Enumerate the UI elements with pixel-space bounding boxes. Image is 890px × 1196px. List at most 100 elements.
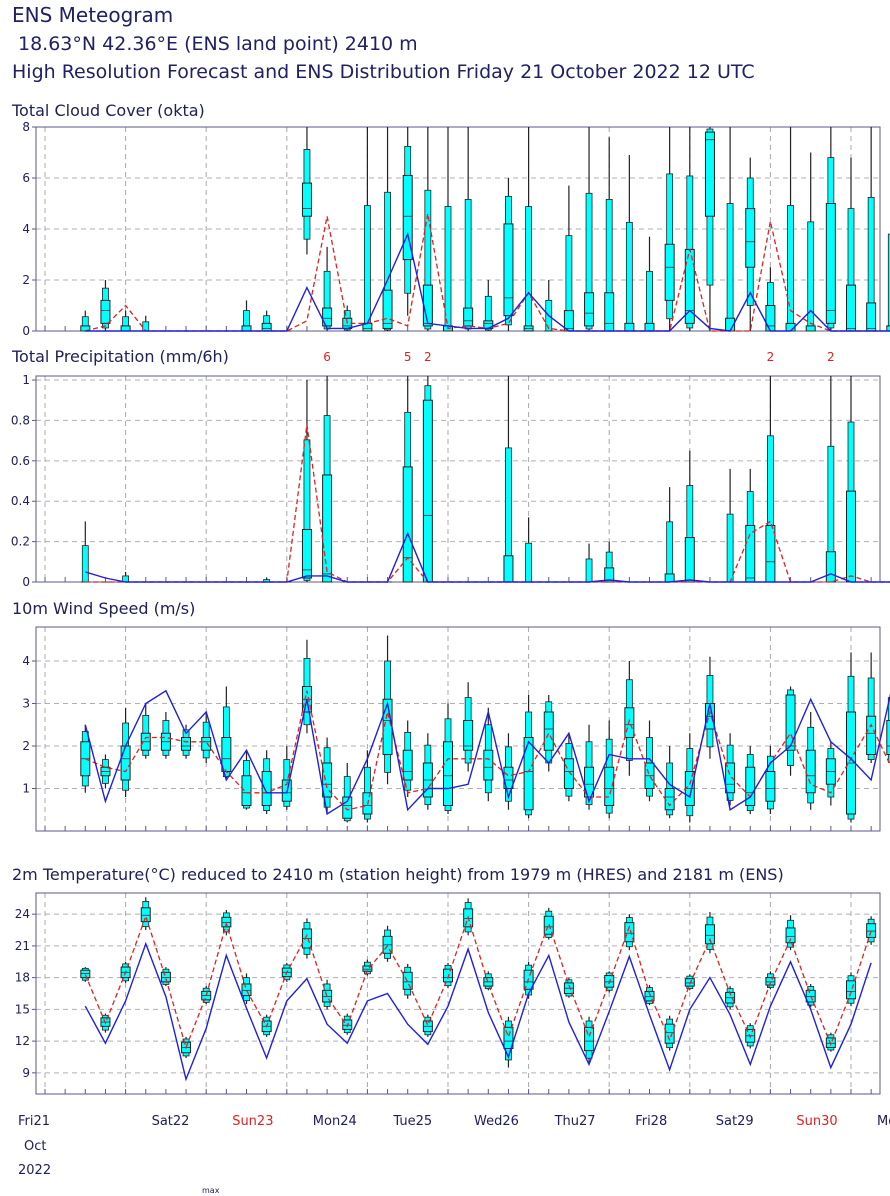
ens-box-outer bbox=[807, 221, 815, 332]
panel-title: 10m Wind Speed (m/s) bbox=[12, 599, 195, 618]
ens-box-outer bbox=[726, 513, 734, 583]
day-label: Tue25 bbox=[392, 1114, 432, 1129]
y-tick-label: 0.8 bbox=[11, 413, 30, 427]
ens-box bbox=[463, 720, 474, 751]
ens-box bbox=[785, 927, 796, 944]
ens-box bbox=[604, 292, 615, 332]
ens-box bbox=[644, 322, 655, 332]
day-label: Sat29 bbox=[716, 1114, 754, 1129]
ens-box bbox=[846, 490, 856, 583]
ens-box bbox=[503, 1026, 514, 1050]
ens-box-outer bbox=[424, 189, 432, 330]
day-label: Sun23 bbox=[232, 1114, 273, 1129]
panel-0: Total Cloud Cover (okta) 0 2 4 6 8 bbox=[11, 101, 890, 338]
ens-box bbox=[322, 307, 333, 327]
y-tick-label: 0 bbox=[22, 324, 30, 338]
ens-box bbox=[604, 766, 615, 806]
y-tick-label: 0 bbox=[22, 575, 30, 589]
panel-title: Total Cloud Cover (okta) bbox=[11, 101, 205, 120]
ens-box bbox=[523, 737, 534, 811]
ens-box bbox=[684, 248, 695, 324]
ens-box bbox=[825, 551, 836, 583]
ens-box bbox=[785, 694, 796, 751]
day-label: Mon24 bbox=[313, 1114, 357, 1129]
ens-box bbox=[624, 922, 635, 943]
ens-box-outer bbox=[625, 221, 633, 332]
panel-1: Total Precipitation (mm/6h) 0 0.2 0.4 0.6 0.8… bbox=[11, 347, 890, 589]
ens-box bbox=[805, 325, 816, 332]
forecast-subtitle: High Resolution Forecast and ENS Distrib… bbox=[12, 61, 755, 83]
max-value-label: 2 bbox=[424, 350, 432, 364]
ens-box bbox=[322, 989, 333, 1003]
y-tick-label: 6 bbox=[22, 171, 30, 185]
ens-box bbox=[422, 399, 433, 583]
ens-box bbox=[382, 698, 393, 755]
month-label: Oct bbox=[24, 1139, 46, 1154]
ens-box bbox=[443, 968, 453, 983]
ens-box bbox=[664, 788, 675, 811]
ens-box-outer bbox=[666, 521, 674, 583]
y-tick-label: 8 bbox=[22, 120, 30, 134]
ens-box bbox=[543, 711, 554, 751]
y-tick-label: 1 bbox=[22, 782, 30, 796]
day-label: Thu27 bbox=[554, 1114, 596, 1129]
ens-box bbox=[846, 980, 856, 1000]
ens-box bbox=[866, 715, 877, 755]
ens-box bbox=[704, 924, 715, 945]
ens-box bbox=[301, 528, 312, 579]
day-label: Wed26 bbox=[474, 1114, 519, 1129]
ens-box bbox=[765, 771, 776, 802]
ens-box-outer bbox=[142, 321, 150, 332]
ens-box bbox=[805, 749, 816, 794]
ens-box bbox=[886, 325, 890, 332]
ens-box bbox=[684, 537, 695, 583]
ens-box bbox=[684, 978, 695, 987]
location-subtitle: 18.63°N 42.36°E (ENS land point) 2410 m bbox=[18, 33, 418, 55]
y-tick-label: 12 bbox=[15, 1034, 30, 1048]
ens-box bbox=[664, 573, 675, 583]
ens-box bbox=[301, 182, 312, 217]
y-tick-label: 2 bbox=[22, 739, 30, 753]
day-label: Mon31 bbox=[877, 1114, 890, 1129]
ens-box-outer bbox=[384, 191, 391, 331]
ens-box bbox=[765, 524, 776, 583]
ens-box bbox=[503, 555, 514, 583]
ens-box bbox=[846, 284, 856, 332]
ens-box bbox=[140, 907, 151, 923]
ens-box-outer bbox=[726, 203, 734, 332]
ens-box bbox=[503, 223, 514, 317]
panel-frame bbox=[35, 892, 881, 1095]
y-tick-label: 21 bbox=[15, 939, 30, 953]
ens-box-outer bbox=[646, 270, 653, 332]
ens-box bbox=[866, 302, 877, 332]
ens-box bbox=[745, 208, 756, 268]
ens-box-outer bbox=[81, 545, 89, 583]
ens-box bbox=[322, 474, 333, 583]
ens-box bbox=[725, 762, 736, 794]
ens-box-outer bbox=[484, 295, 492, 331]
ens-box bbox=[342, 796, 353, 819]
hres-line bbox=[85, 531, 890, 583]
ens-box-outer bbox=[303, 439, 311, 581]
panel-frame bbox=[35, 626, 881, 832]
day-label: Fri28 bbox=[635, 1114, 667, 1129]
max-value-label: 5 bbox=[404, 350, 412, 364]
y-tick-label: 15 bbox=[15, 1002, 30, 1016]
year-label: 2022 bbox=[18, 1163, 51, 1178]
ens-box bbox=[160, 971, 171, 983]
day-label: Sun30 bbox=[796, 1114, 837, 1129]
day-label: Sat22 bbox=[152, 1114, 190, 1129]
ens-box bbox=[402, 749, 413, 781]
y-tick-label: 4 bbox=[22, 654, 30, 668]
ens-box bbox=[463, 307, 474, 327]
ens-box bbox=[624, 322, 635, 332]
ens-box bbox=[866, 923, 877, 938]
ens-box bbox=[584, 1026, 595, 1052]
ens-box bbox=[422, 284, 433, 327]
ens-box bbox=[825, 1037, 836, 1048]
page-title: ENS Meteogram bbox=[12, 3, 174, 27]
ens-box bbox=[765, 977, 776, 986]
ens-box-outer bbox=[444, 206, 452, 332]
ens-box bbox=[402, 466, 413, 583]
ens-box bbox=[241, 325, 252, 332]
